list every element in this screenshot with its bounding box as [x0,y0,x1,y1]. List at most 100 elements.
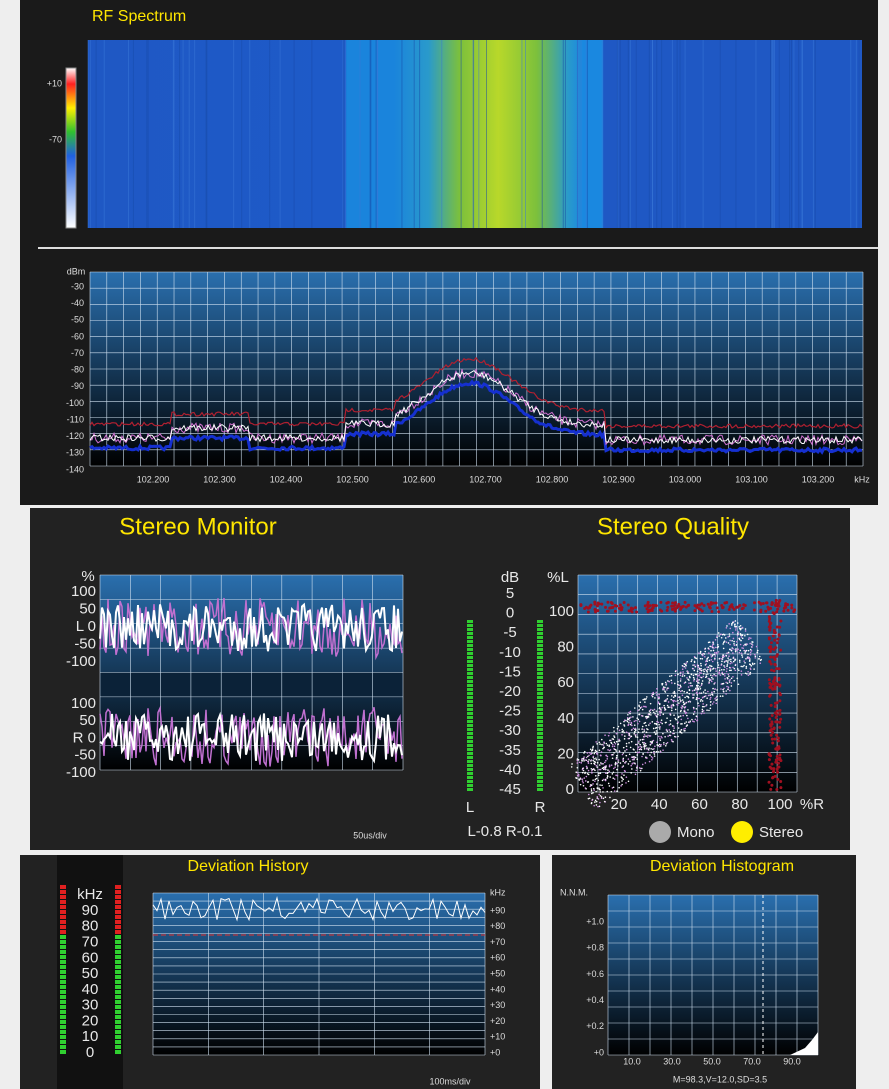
meter-segment [60,1045,66,1049]
scatter-dot [711,691,713,693]
scatter-dot [605,760,607,762]
scatter-dot [645,735,647,737]
axis-label: -25 [499,703,521,720]
scatter-dot [630,716,632,718]
scatter-dot [645,762,647,764]
scatter-dot [635,734,637,736]
scatter-dot [613,727,615,729]
scatter-dot [735,648,737,650]
scatter-dot [644,748,646,750]
scatter-dot [586,757,588,759]
scatter-dot [731,650,733,652]
scatter-dot [658,722,660,724]
scatter-dot [662,683,664,685]
scatter-dot [722,654,724,656]
scatter-dot [667,695,669,697]
scatter-dot [698,666,700,668]
axis-label: 102.700 [469,474,502,484]
scatter-dot [660,739,662,741]
scatter-dot [702,680,704,682]
stereo-dot [768,629,771,632]
stereo-dot [776,748,779,751]
stereo-dot [769,694,772,697]
scatter-dot [735,629,737,631]
scatter-dot [738,631,740,633]
meter-segment [467,720,473,723]
scatter-dot [718,651,720,653]
scatter-dot [599,806,601,808]
scatter-dot [649,754,651,756]
scatter-dot [601,751,603,753]
stereo-dot [723,602,726,605]
axis-unit: %L [547,569,569,586]
stereo-dot [774,687,777,690]
scatter-dot [609,771,611,773]
scatter-dot [580,784,582,786]
stereo-dot [765,601,768,604]
scatter-dot [727,682,729,684]
scatter-dot [711,694,713,696]
screen: RF Spectrum Stereo Monitor Stereo Qualit… [0,0,889,1089]
stereo-dot [771,738,774,741]
stereo-dot [587,610,590,613]
scatter-dot [681,708,683,710]
scatter-dot [639,739,641,741]
scatter-dot [619,750,621,752]
scatter-dot [639,701,641,703]
scatter-dot [619,781,621,783]
stereo-dot [762,602,765,605]
scatter-dot [744,652,746,654]
meter-segment [60,1015,66,1019]
scatter-dot [727,660,729,662]
scatter-dot [624,750,626,752]
scatter-dot [696,697,698,699]
scatter-dot [593,768,595,770]
axis-label: L 0 [76,618,96,635]
scatter-dot [671,675,673,677]
scatter-dot [654,755,656,757]
scatter-dot [674,691,676,693]
meter-segment [467,764,473,767]
meter-segment [60,1010,66,1014]
stereo-dot [782,610,785,613]
scatter-dot [750,654,752,656]
scatter-dot [596,804,598,806]
scatter-dot [681,729,683,731]
scatter-dot [591,772,593,774]
scatter-dot [650,703,652,705]
scatter-dot [667,680,669,682]
axis-label: 100 [71,583,96,600]
stereo-dot [634,606,637,609]
scatter-dot [598,798,600,800]
scatter-dot [700,652,702,654]
scatter-dot [742,637,744,639]
scatter-dot [664,700,666,702]
scatter-dot [745,672,747,674]
scatter-dot [715,703,717,705]
scatter-dot [740,640,742,642]
scatter-dot [658,696,660,698]
scatter-dot [634,721,636,723]
scatter-dot [624,762,626,764]
scatter-dot [659,714,661,716]
scatter-dot [612,746,614,748]
scatter-dot [700,700,702,702]
meter-segment [537,684,543,687]
scatter-dot [726,655,728,657]
scatter-dot [725,637,727,639]
scatter-dot [641,715,643,717]
scatter-dot [677,681,679,683]
scatter-dot [728,659,730,661]
scatter-dot [677,673,679,675]
scatter-dot [748,637,750,639]
scatter-dot [750,665,752,667]
scatter-dot [639,721,641,723]
scatter-dot [651,743,653,745]
scatter-dot [683,730,685,732]
scatter-dot [730,667,732,669]
scatter-dot [656,716,658,718]
stereo-dot [771,742,774,745]
scatter-dot [613,748,615,750]
scatter-dot [732,657,734,659]
stereo-dot [652,604,655,607]
